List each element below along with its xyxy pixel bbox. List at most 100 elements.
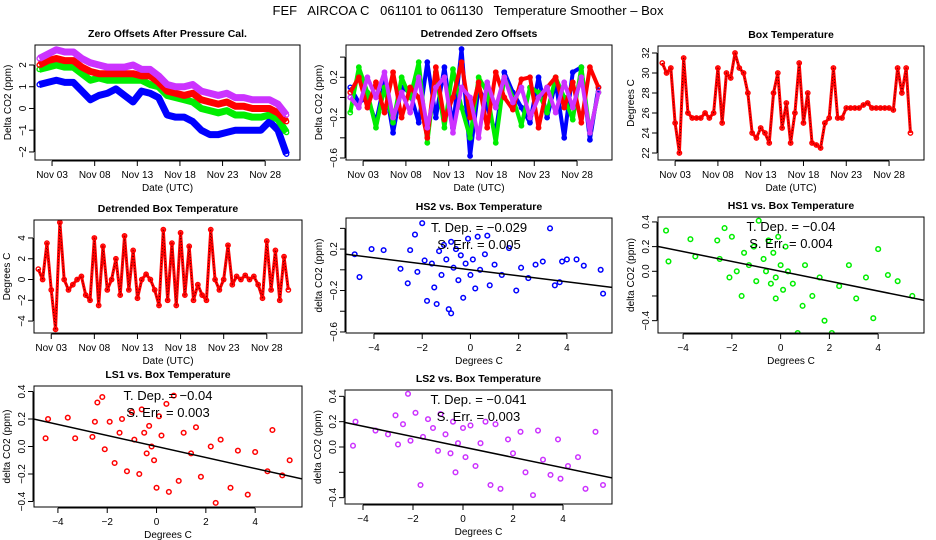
panel-5: HS2 vs. Box Temperature Degrees C delta CO… (314, 201, 613, 367)
data-point (792, 110, 798, 116)
data-point (170, 392, 177, 399)
data-point (286, 457, 293, 464)
data-point (199, 292, 206, 298)
data-point (234, 447, 241, 454)
data-point (147, 90, 153, 97)
panel-1: Zero Offsets After Pressure Cal. Date (UT… (3, 28, 301, 194)
data-point (104, 70, 111, 77)
data-point (65, 286, 72, 293)
data-point (732, 50, 738, 56)
data-point (424, 124, 431, 131)
data-point (355, 104, 362, 111)
data-point (44, 51, 51, 58)
data-point (206, 90, 213, 97)
data-point (554, 436, 562, 443)
regression-line (345, 421, 612, 479)
data-point (39, 276, 46, 283)
data-point (421, 257, 428, 264)
data-point (352, 418, 359, 425)
x-tick-label: Nov 08 (390, 170, 422, 181)
data-point (477, 440, 484, 447)
data-point (146, 422, 153, 429)
data-point (762, 268, 770, 275)
data-point (232, 112, 239, 118)
data-point (898, 90, 905, 96)
x-tick-label: Nov 13 (121, 170, 153, 181)
data-point (462, 260, 469, 267)
y-axis-label: Delta CO2 (ppm) (3, 65, 14, 141)
data-point (770, 90, 777, 96)
y-tick-label: −0.4 (17, 491, 28, 511)
data-point (268, 286, 275, 293)
y-tick-label: −0.2 (17, 464, 28, 484)
data-point (175, 477, 182, 484)
x-tick-label: 0 (778, 343, 784, 354)
data-point (804, 90, 811, 96)
data-point (197, 473, 204, 480)
data-point (53, 77, 60, 84)
data-point (415, 74, 422, 81)
data-point (845, 262, 852, 269)
data-point (266, 112, 273, 118)
x-tick-label: Nov 18 (165, 343, 197, 354)
data-point (283, 118, 290, 125)
data-point (156, 302, 162, 309)
data-point (407, 84, 414, 91)
data-point (380, 247, 387, 254)
data-point (569, 69, 576, 76)
data-point (104, 64, 111, 71)
data-point (783, 100, 790, 106)
data-point (432, 114, 439, 121)
data-point (552, 109, 559, 116)
data-point (767, 280, 774, 287)
data-point (96, 92, 102, 99)
data-point (275, 109, 281, 116)
data-point (544, 84, 551, 91)
data-point (232, 94, 239, 101)
data-point (53, 55, 60, 62)
x-tick-label: Nov 18 (788, 170, 820, 181)
data-layer (346, 220, 612, 317)
data-point (138, 72, 145, 79)
x-tick-label: Nov 13 (433, 170, 465, 181)
data-point (518, 264, 525, 271)
x-axis-label: Date (UTC) (765, 183, 816, 194)
x-tick-label: −4 (368, 343, 380, 354)
data-point (258, 127, 264, 134)
y-tick-label: 26 (641, 107, 652, 119)
data-point (450, 94, 456, 101)
data-point (856, 105, 863, 111)
data-point (266, 118, 273, 125)
data-point (772, 274, 779, 281)
data-point (104, 77, 111, 84)
x-tick-label: −4 (52, 517, 64, 528)
data-layer (347, 46, 602, 159)
data-point (96, 70, 102, 77)
data-point (240, 127, 247, 134)
data-point (206, 107, 213, 114)
data-point (527, 74, 533, 81)
data-point (113, 255, 119, 262)
data-point (547, 471, 554, 478)
plot-frame (33, 385, 303, 508)
data-point (206, 99, 213, 105)
data-point (907, 130, 914, 136)
data-point (432, 84, 439, 91)
data-point (801, 262, 809, 269)
data-point (486, 282, 493, 289)
panel-title: Zero Offsets After Pressure Cal. (88, 28, 247, 40)
data-point (373, 79, 379, 86)
panel-7: LS1 vs. Box Temperature Degrees C delta CO… (2, 369, 303, 540)
data-point (232, 103, 239, 110)
data-point (715, 65, 721, 71)
data-point (128, 409, 135, 416)
plot-frame (657, 45, 925, 161)
data-point (91, 418, 98, 425)
data-point (890, 107, 897, 113)
data-point (163, 400, 170, 407)
y-axis-label: delta CO2 (ppm) (313, 410, 324, 484)
data-point (113, 70, 119, 77)
data-point (229, 281, 236, 288)
data-point (173, 302, 180, 309)
data-point (580, 262, 587, 269)
